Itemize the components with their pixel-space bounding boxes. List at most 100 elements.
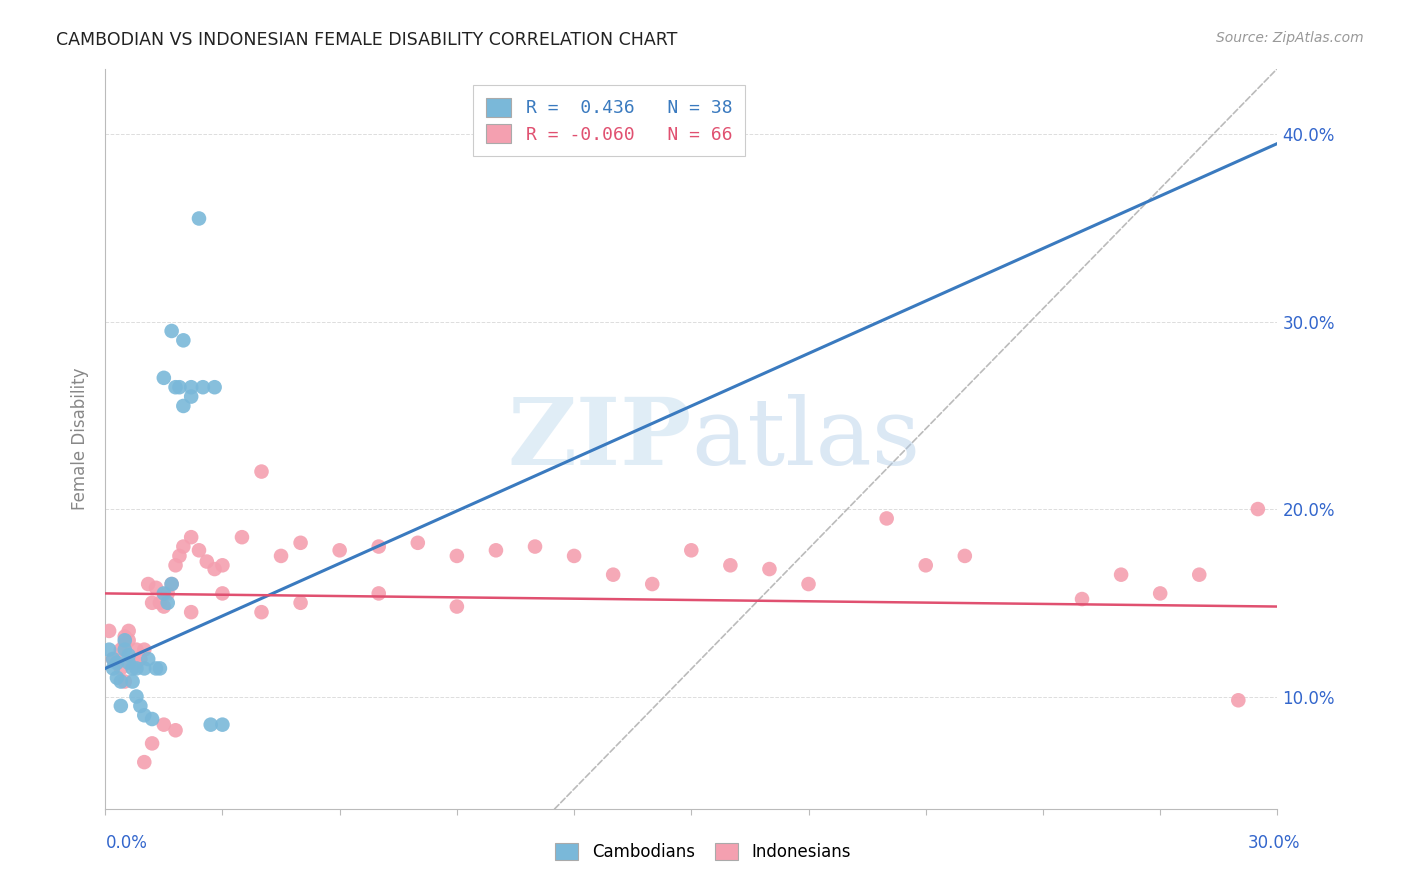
Point	[134, 708, 156, 723]
Point	[250, 465, 273, 479]
Legend: R =  0.436   N = 38, R = -0.060   N = 66: R = 0.436 N = 38, R = -0.060 N = 66	[474, 85, 745, 156]
Point	[180, 380, 202, 394]
Point	[172, 399, 194, 413]
Point	[121, 674, 143, 689]
Point	[524, 540, 547, 554]
Point	[105, 671, 128, 685]
Point	[114, 674, 136, 689]
Point	[191, 380, 214, 394]
Point	[602, 567, 624, 582]
Point	[290, 596, 312, 610]
Point	[204, 380, 226, 394]
Point	[169, 380, 191, 394]
Point	[129, 652, 152, 666]
Point	[134, 642, 156, 657]
Point	[641, 577, 664, 591]
Point	[172, 540, 194, 554]
Point	[718, 558, 741, 573]
Point	[121, 656, 143, 670]
Point	[149, 661, 172, 675]
Point	[141, 736, 163, 750]
Text: ZIP: ZIP	[508, 393, 692, 483]
Point	[290, 536, 312, 550]
Point	[110, 642, 132, 657]
Point	[681, 543, 703, 558]
Point	[165, 380, 187, 394]
Point	[105, 656, 128, 670]
Point	[169, 549, 191, 563]
Point	[129, 698, 152, 713]
Point	[1149, 586, 1171, 600]
Point	[367, 586, 389, 600]
Point	[172, 334, 194, 348]
Point	[406, 536, 429, 550]
Point	[114, 642, 136, 657]
Point	[125, 656, 148, 670]
Point	[1071, 592, 1094, 607]
Point	[200, 717, 222, 731]
Point	[101, 652, 124, 666]
Point	[160, 324, 183, 338]
Point	[188, 211, 211, 226]
Point	[165, 558, 187, 573]
Point	[211, 586, 233, 600]
Text: 30.0%: 30.0%	[1249, 834, 1301, 852]
Point	[105, 656, 128, 670]
Point	[367, 540, 389, 554]
Point	[270, 549, 292, 563]
Point	[134, 755, 156, 769]
Point	[118, 656, 141, 670]
Point	[250, 605, 273, 619]
Point	[211, 717, 233, 731]
Point	[188, 543, 211, 558]
Point	[136, 652, 159, 666]
Legend: Cambodians, Indonesians: Cambodians, Indonesians	[548, 836, 858, 868]
Point	[141, 596, 163, 610]
Point	[329, 543, 352, 558]
Point	[125, 642, 148, 657]
Point	[160, 577, 183, 591]
Point	[101, 661, 124, 675]
Y-axis label: Female Disability: Female Disability	[72, 368, 89, 510]
Point	[180, 605, 202, 619]
Point	[211, 558, 233, 573]
Point	[153, 599, 176, 614]
Point	[231, 530, 253, 544]
Point	[153, 717, 176, 731]
Point	[1109, 567, 1132, 582]
Point	[195, 555, 218, 569]
Point	[446, 549, 468, 563]
Point	[101, 652, 124, 666]
Point	[118, 648, 141, 663]
Point	[153, 586, 176, 600]
Point	[118, 633, 141, 648]
Point	[125, 661, 148, 675]
Point	[1227, 693, 1250, 707]
Point	[121, 661, 143, 675]
Point	[156, 596, 179, 610]
Point	[758, 562, 780, 576]
Point	[876, 511, 898, 525]
Point	[114, 633, 136, 648]
Point	[953, 549, 976, 563]
Point	[165, 723, 187, 738]
Point	[98, 624, 121, 638]
Point	[145, 661, 167, 675]
Point	[446, 599, 468, 614]
Text: CAMBODIAN VS INDONESIAN FEMALE DISABILITY CORRELATION CHART: CAMBODIAN VS INDONESIAN FEMALE DISABILIT…	[56, 31, 678, 49]
Point	[914, 558, 936, 573]
Point	[204, 562, 226, 576]
Point	[125, 690, 148, 704]
Point	[134, 661, 156, 675]
Point	[149, 596, 172, 610]
Point	[145, 581, 167, 595]
Point	[118, 624, 141, 638]
Point	[114, 637, 136, 651]
Text: atlas: atlas	[692, 393, 921, 483]
Point	[141, 712, 163, 726]
Text: Source: ZipAtlas.com: Source: ZipAtlas.com	[1216, 31, 1364, 45]
Point	[1247, 502, 1270, 516]
Text: 0.0%: 0.0%	[105, 834, 148, 852]
Point	[110, 674, 132, 689]
Point	[110, 698, 132, 713]
